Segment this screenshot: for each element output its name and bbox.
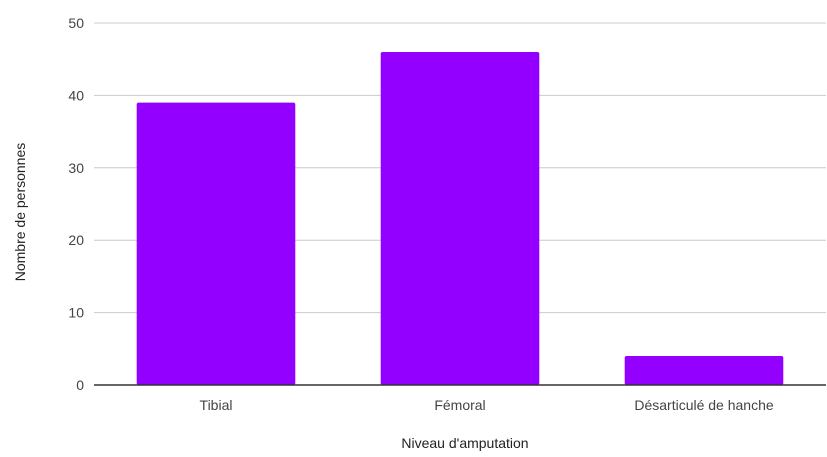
bars — [136, 51, 784, 386]
bar-d-sarticul-de-hanche — [624, 356, 784, 385]
y-tick-label: 50 — [68, 15, 84, 31]
y-tick-label: 20 — [68, 232, 84, 248]
y-tick-label: 10 — [68, 305, 84, 321]
y-tick-label: 0 — [76, 377, 84, 393]
y-tick-labels: 0 10 20 30 40 50 — [68, 15, 84, 393]
y-tick-label: 30 — [68, 160, 84, 176]
x-tick-label: Désarticulé de hanche — [634, 397, 774, 413]
x-tick-label: Fémoral — [434, 397, 485, 413]
x-axis-title: Niveau d'amputation — [401, 435, 528, 451]
x-tick-labels: Tibial Fémoral Désarticulé de hanche — [200, 397, 774, 413]
bar-tibial — [136, 102, 296, 385]
bar-f-moral — [380, 51, 540, 386]
y-axis-title: Nombre de personnes — [12, 143, 28, 282]
x-tick-label: Tibial — [200, 397, 233, 413]
y-tick-label: 40 — [68, 87, 84, 103]
